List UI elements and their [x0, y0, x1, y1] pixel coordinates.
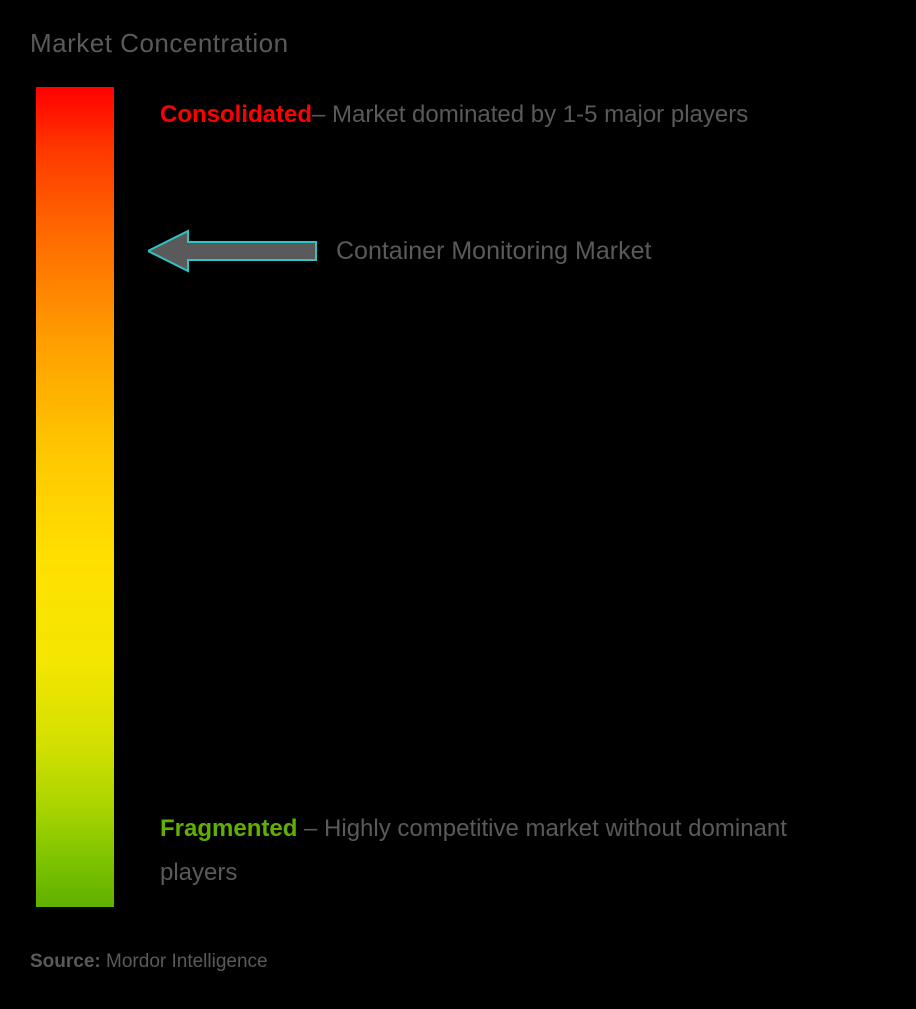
chart-area: Consolidated– Market dominated by 1-5 ma…	[30, 87, 886, 907]
chart-title: Market Concentration	[30, 28, 886, 59]
infographic-container: Market Concentration Consolidated– Marke…	[0, 0, 916, 1009]
source-label: Source:	[30, 951, 101, 972]
source-value: Mordor Intelligence	[101, 951, 268, 972]
arrow-left-icon	[148, 228, 318, 274]
consolidated-desc: – Market dominated by 1-5 major players	[312, 101, 748, 128]
market-name-label: Container Monitoring Market	[336, 237, 651, 266]
consolidated-label: Consolidated– Market dominated by 1-5 ma…	[160, 93, 856, 137]
source-attribution: Source: Mordor Intelligence	[30, 951, 268, 973]
fragmented-strong: Fragmented	[160, 815, 297, 842]
consolidated-strong: Consolidated	[160, 101, 312, 128]
concentration-gradient-bar	[36, 87, 114, 907]
fragmented-label: Fragmented – Highly competitive market w…	[160, 807, 856, 896]
market-position-marker: Container Monitoring Market	[148, 228, 651, 274]
